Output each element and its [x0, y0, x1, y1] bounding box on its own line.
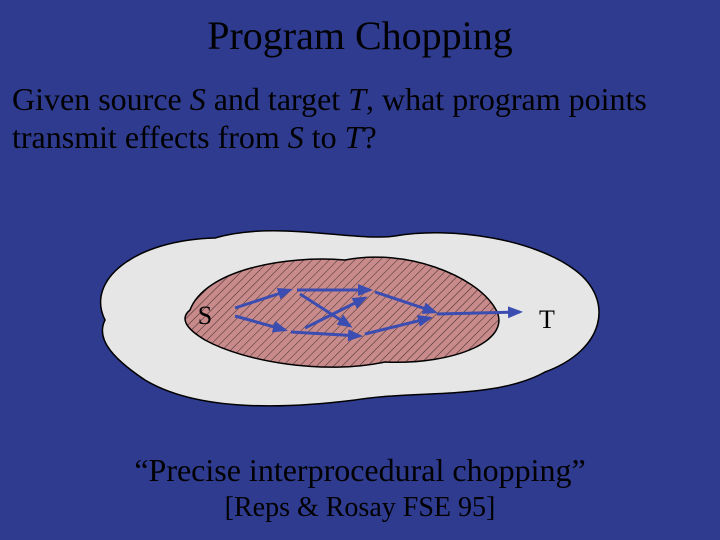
question-text: Given source S and target T, what progra…	[12, 80, 708, 157]
chop-region	[185, 257, 499, 367]
question-var: T	[345, 119, 363, 155]
slide-title: Program Chopping	[0, 0, 720, 59]
source-label: S	[198, 301, 212, 330]
question-run: and target	[206, 81, 348, 117]
flow-arrow	[437, 312, 520, 314]
question-run: Given source	[12, 81, 190, 117]
chopping-diagram: ST	[75, 200, 615, 420]
question-run: to	[304, 119, 345, 155]
slide: Program Chopping Given source S and targ…	[0, 0, 720, 540]
target-label: T	[539, 305, 555, 334]
caption-line-1: “Precise interprocedural chopping”	[0, 452, 720, 489]
question-var: S	[190, 81, 206, 117]
caption-line-2: [Reps & Rosay FSE 95]	[0, 492, 720, 524]
question-run: ?	[362, 119, 376, 155]
question-var: T	[348, 81, 366, 117]
question-var: S	[288, 119, 304, 155]
